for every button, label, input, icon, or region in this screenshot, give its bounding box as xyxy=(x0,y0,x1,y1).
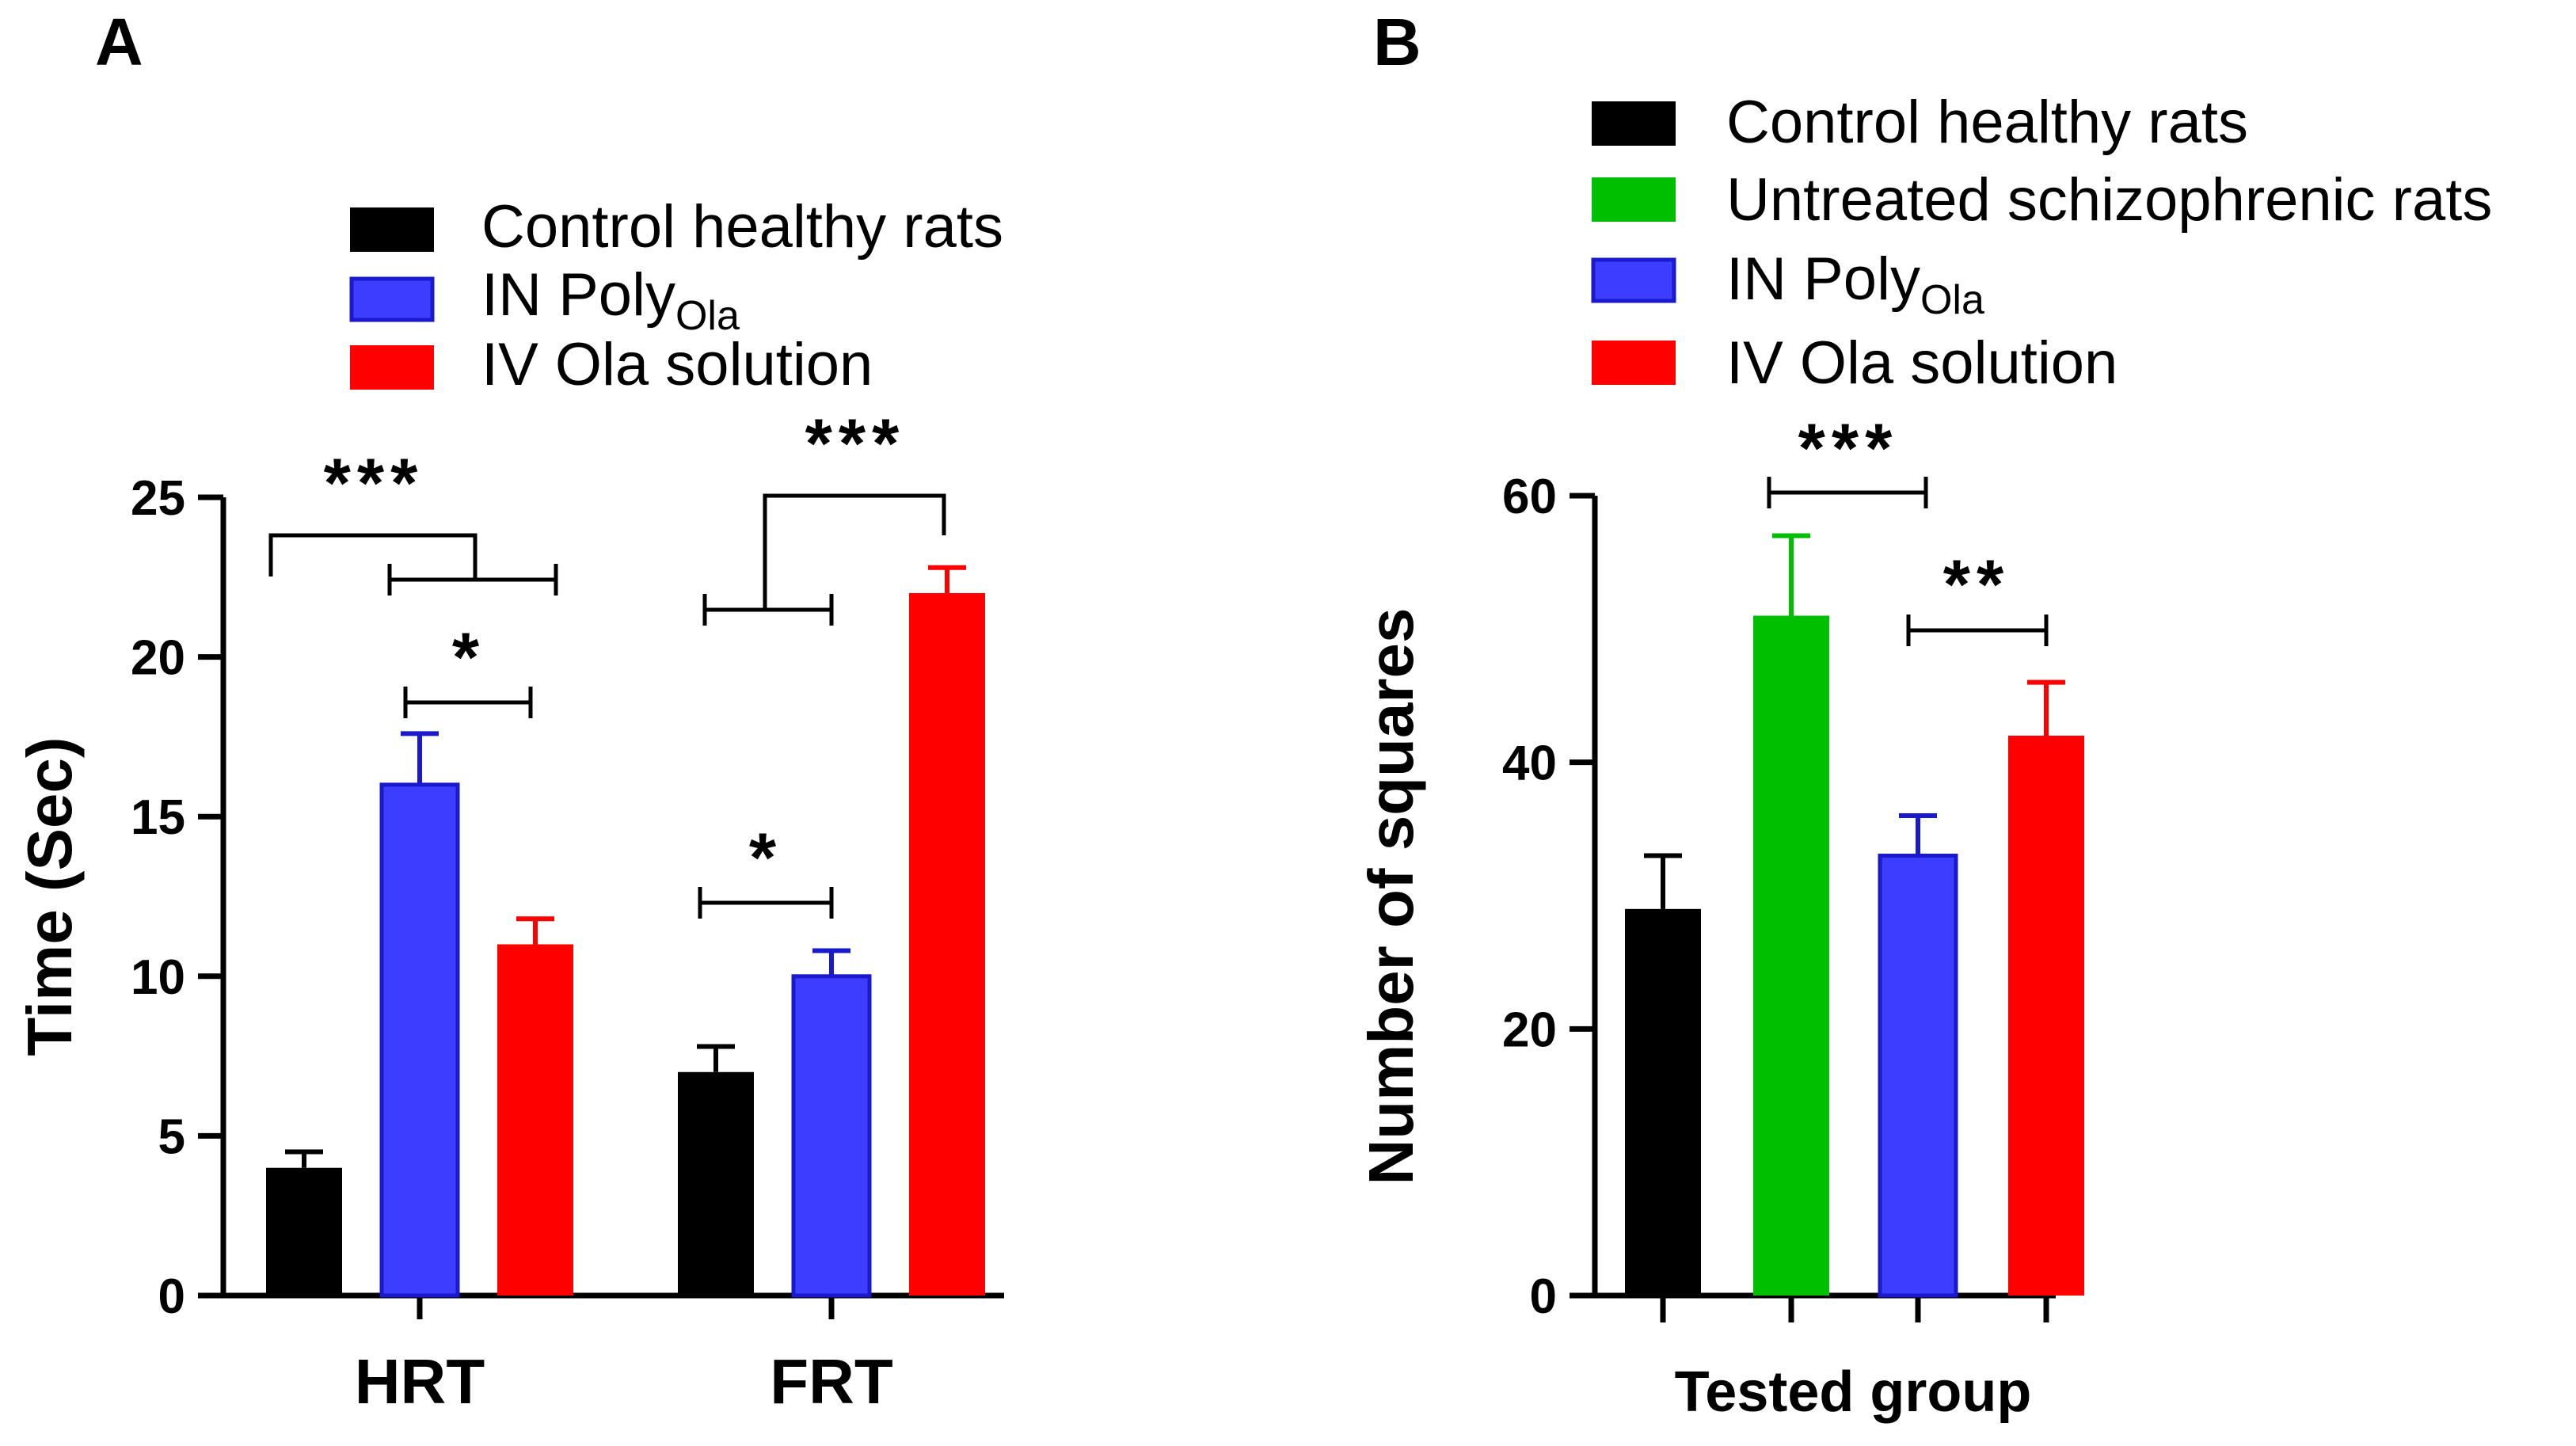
panel-a-y-ticks: 0 5 10 15 20 25 xyxy=(131,471,223,1324)
sig-a-frt-2-label: *** xyxy=(805,404,906,482)
legend-b-swatch-in-poly xyxy=(1591,257,1676,303)
panel-a-y-label: Time (Sec) xyxy=(14,736,85,1056)
panel-b-y-label: Number of squares xyxy=(1356,607,1426,1185)
legend-b-label-in-poly: IN PolyOla xyxy=(1726,245,1984,323)
panel-a-category-frt: FRT xyxy=(770,1346,893,1417)
sig-b-1-label: *** xyxy=(1798,409,1899,487)
bar-b-untreated-schizophrenic-rats xyxy=(1753,615,1829,1296)
panel-a-significance-lines xyxy=(268,493,946,919)
legend-b-label-untreated: Untreated schizophrenic rats xyxy=(1726,166,2492,234)
bar-b-control-healthy-rats xyxy=(1625,908,1701,1296)
bar-a-frt-iv-ola xyxy=(909,592,985,1296)
sig-a-hrt-2-label: * xyxy=(452,618,485,696)
legend-b-swatch-untreated xyxy=(1592,177,1676,222)
legend-a-label-in-poly: IN PolyOla xyxy=(481,261,740,339)
legend-b-label-in-poly-sub: Ola xyxy=(1920,277,1984,323)
panel-a-legend: Control healthy rats IN PolyOla IV Ola s… xyxy=(349,193,1003,398)
panel-a-y-tick-label-20: 20 xyxy=(131,631,185,686)
panel-a-category-hrt: HRT xyxy=(355,1346,485,1417)
sig-a-frt-2-bracket xyxy=(763,493,946,610)
panel-a: A Control healthy rats IN PolyOla IV Ola… xyxy=(14,5,1004,1417)
legend-a-label-iv-ola: IV Ola solution xyxy=(481,331,873,398)
legend-a-swatch-control xyxy=(350,207,434,252)
panel-b-bars xyxy=(1625,533,2084,1298)
legend-b-label-iv-ola: IV Ola solution xyxy=(1726,329,2117,397)
panel-b-y-tick-label-40: 40 xyxy=(1502,736,1557,791)
legend-a-swatch-iv-ola xyxy=(350,345,434,390)
bar-a-frt-in-poly xyxy=(791,974,872,1298)
panel-a-bars xyxy=(266,565,985,1298)
sig-a-hrt-1-label: *** xyxy=(324,443,424,522)
bar-a-hrt-control xyxy=(266,1167,342,1296)
panel-b-y-ticks: 0 20 40 60 xyxy=(1502,470,1595,1324)
sig-a-frt-1-label: * xyxy=(749,818,782,896)
panel-b-legend: Control healthy rats Untreated schizophr… xyxy=(1591,89,2492,397)
bar-a-frt-control xyxy=(678,1071,754,1296)
bar-b-iv-ola-solution xyxy=(2008,736,2084,1296)
panel-a-y-tick-label-15: 15 xyxy=(131,790,185,845)
sig-a-hrt-1-bracket xyxy=(268,533,478,576)
bar-a-hrt-iv-ola xyxy=(497,944,573,1296)
legend-b-label-control: Control healthy rats xyxy=(1726,89,2248,156)
bar-b-in-polyola xyxy=(1878,854,1958,1298)
panel-a-y-tick-label-25: 25 xyxy=(131,471,185,526)
panel-b-y-tick-label-20: 20 xyxy=(1502,1003,1557,1057)
panel-a-y-tick-label-10: 10 xyxy=(131,950,185,1005)
legend-b-label-in-poly-main: IN Poly xyxy=(1726,245,1920,313)
legend-b-swatch-iv-ola xyxy=(1592,341,1676,385)
panel-b: B Control healthy rats Untreated schizop… xyxy=(1356,5,2492,1424)
panel-b-significance-lines xyxy=(1767,477,2049,646)
panel-b-x-label: Tested group xyxy=(1675,1360,2032,1424)
legend-a-label-in-poly-main: IN Poly xyxy=(481,261,675,329)
legend-b-swatch-control xyxy=(1592,101,1676,146)
panel-b-y-tick-label-0: 0 xyxy=(1530,1269,1557,1324)
panel-b-y-tick-label-60: 60 xyxy=(1502,470,1557,524)
panel-b-letter: B xyxy=(1373,5,1421,79)
legend-a-label-control: Control healthy rats xyxy=(481,193,1003,261)
panel-a-y-tick-label-0: 0 xyxy=(158,1269,185,1324)
legend-a-label-in-poly-sub: Ola xyxy=(675,293,740,339)
panel-a-y-tick-label-5: 5 xyxy=(158,1109,185,1164)
sig-b-2-label: ** xyxy=(1943,545,2011,623)
bar-a-hrt-in-poly xyxy=(379,782,460,1298)
panel-b-x-ticks xyxy=(1660,1296,2049,1322)
panel-a-letter: A xyxy=(95,5,143,79)
legend-a-swatch-in-poly xyxy=(349,276,435,322)
panel-a-axes xyxy=(220,497,1004,1319)
